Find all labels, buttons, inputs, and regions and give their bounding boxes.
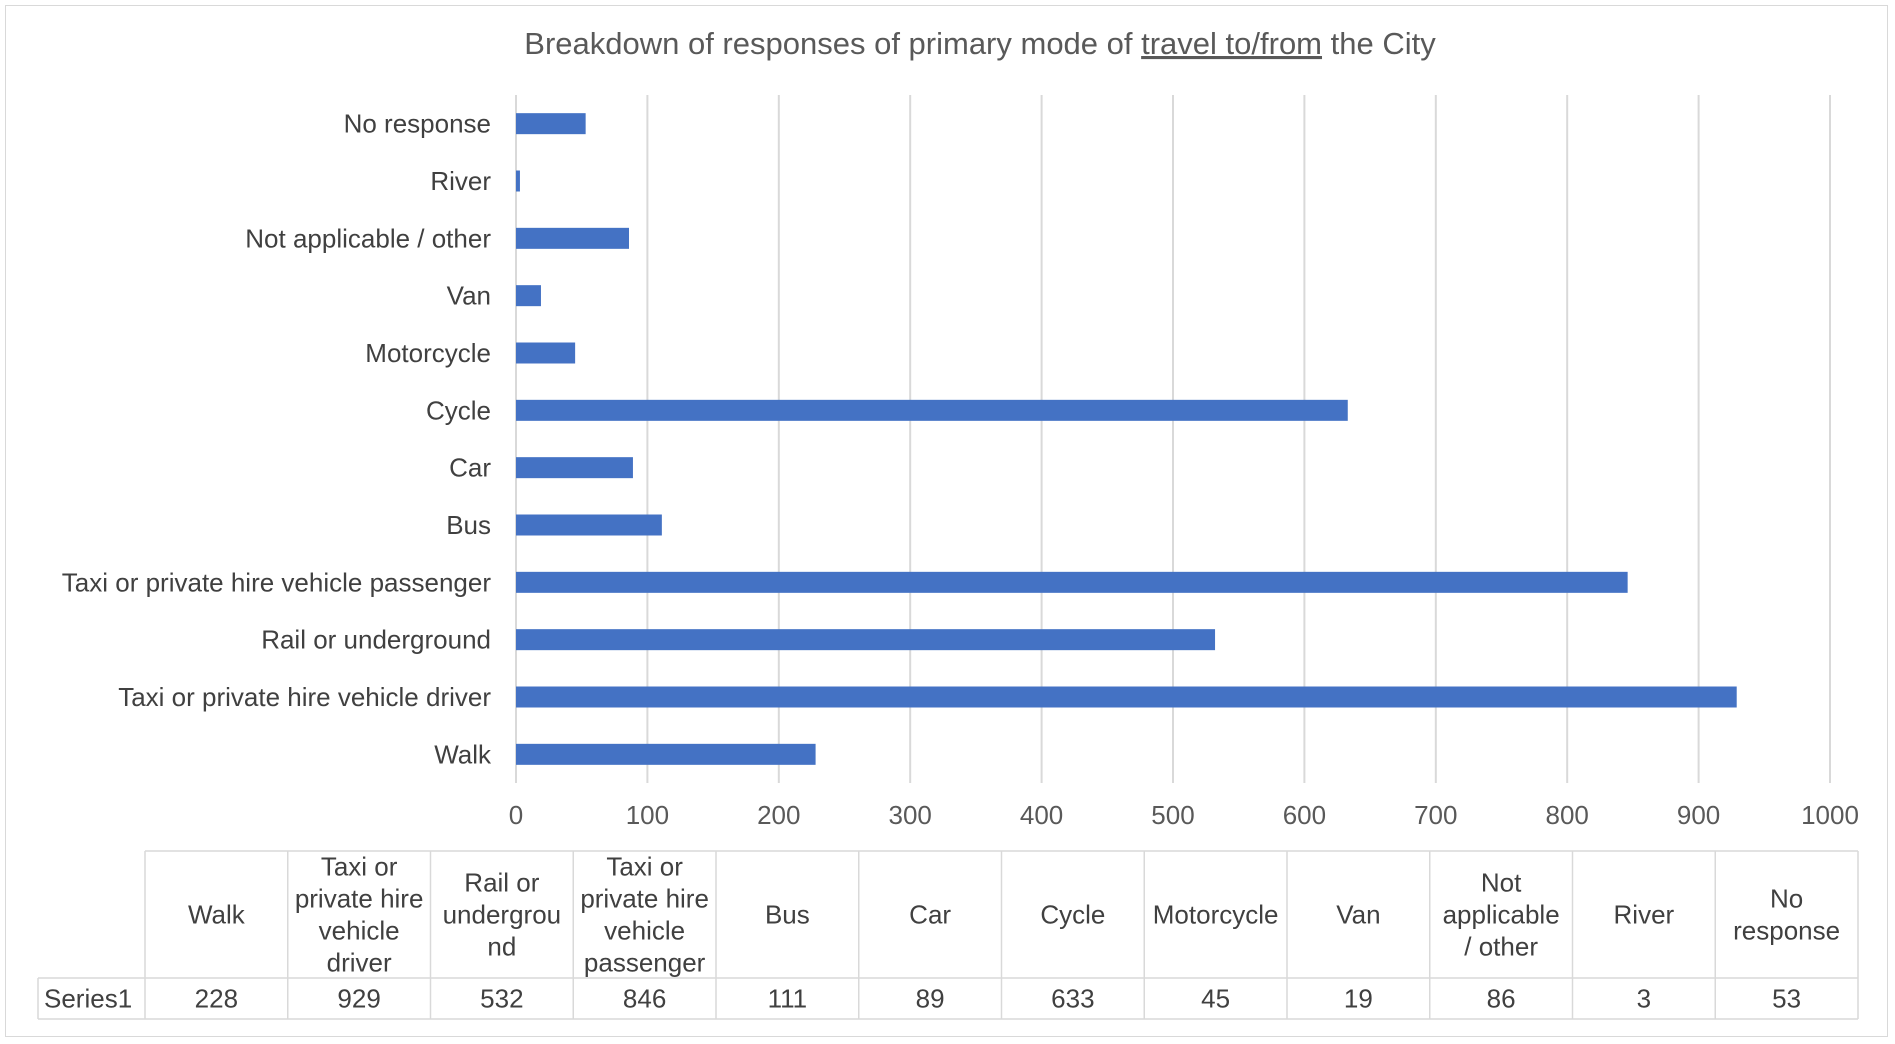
title-prefix: Breakdown of responses of primary mode o… [524, 26, 1141, 61]
series-name-cell: Series1 [44, 984, 132, 1014]
bar-rail-or-underground [516, 629, 1216, 651]
table-header-cell: Car [909, 900, 951, 930]
category-label: Cycle [426, 395, 491, 425]
table-value-cell: 19 [1344, 984, 1373, 1014]
category-label: No response [344, 109, 491, 139]
category-label: Taxi or private hire vehicle driver [118, 682, 491, 712]
table-header-cell: Taxi or private hire vehicle driver [295, 852, 424, 978]
table-header-cell: Rail or undergrou nd [443, 868, 562, 962]
table-value-cell: 86 [1487, 984, 1516, 1014]
x-tick-900: 900 [1677, 800, 1720, 830]
bar-no-response [516, 113, 586, 135]
x-tick-200: 200 [757, 800, 800, 830]
table-header-cell: Not applicable / other [1443, 868, 1560, 962]
table-header-cell: Cycle [1040, 900, 1105, 930]
category-label: Van [447, 281, 491, 311]
table-value-cell: 532 [480, 984, 523, 1014]
bar-car [516, 457, 633, 479]
table-value-cell: 846 [623, 984, 666, 1014]
bars [516, 113, 1737, 765]
bar-motorcycle [516, 342, 576, 364]
bar-van [516, 285, 541, 307]
bar-not-applicable-other [516, 227, 630, 249]
category-label: Bus [446, 510, 491, 540]
gridlines [515, 95, 1831, 783]
bar-taxi-or-private-hire-vehicle-driver [516, 686, 1737, 708]
category-label: River [430, 166, 491, 196]
data-table: Walk 228 Taxi or private hire vehicle driver 9… [37, 850, 1859, 1020]
x-tick-600: 600 [1283, 800, 1326, 830]
category-label: Walk [434, 739, 492, 769]
x-tick-500: 500 [1151, 800, 1194, 830]
bar-taxi-or-private-hire-vehicle-passenger [516, 571, 1628, 593]
bar-bus [516, 514, 662, 536]
x-tick-800: 800 [1546, 800, 1589, 830]
x-tick-labels: 0 100 200 300 400 500 600 700 800 900 1000 [509, 800, 1859, 830]
x-tick-1000: 1000 [1801, 800, 1859, 830]
category-label: Car [449, 453, 491, 483]
category-labels: Walk Taxi or private hire vehicle driver R… [62, 109, 492, 770]
table-value-cell: 633 [1051, 984, 1094, 1014]
category-label: Rail or underground [261, 625, 491, 655]
category-label: Not applicable / other [245, 223, 491, 253]
x-tick-100: 100 [626, 800, 669, 830]
chart-title: Breakdown of responses of primary mode o… [524, 26, 1436, 61]
x-tick-700: 700 [1414, 800, 1457, 830]
title-suffix: the City [1322, 26, 1436, 61]
x-tick-400: 400 [1020, 800, 1063, 830]
bar-river [516, 170, 520, 192]
x-tick-300: 300 [889, 800, 932, 830]
chart-frame [5, 5, 1888, 1037]
category-label: Motorcycle [365, 338, 491, 368]
table-value-cell: 45 [1201, 984, 1230, 1014]
table-header-cell: Motorcycle [1153, 900, 1279, 930]
x-tick-0: 0 [509, 800, 523, 830]
table-value-cell: 111 [768, 984, 808, 1014]
bar-cycle [516, 399, 1348, 421]
table-header-cell: Bus [765, 900, 810, 930]
table-value-cell: 3 [1637, 984, 1651, 1014]
table-value-cell: 53 [1772, 984, 1801, 1014]
bar-walk [516, 743, 816, 765]
table-header-cell: River [1614, 900, 1675, 930]
category-label: Taxi or private hire vehicle passenger [62, 567, 492, 597]
table-header-cell: Van [1336, 900, 1380, 930]
table-value-cell: 89 [916, 984, 945, 1014]
table-value-cell: 228 [195, 984, 238, 1014]
title-underlined: travel to/from [1141, 26, 1322, 61]
table-value-cell: 929 [337, 984, 380, 1014]
table-header-cell: Walk [188, 900, 246, 930]
table-header-cell: Taxi or private hire vehicle passenger [580, 852, 709, 978]
table-header-cell: No response [1733, 884, 1840, 946]
